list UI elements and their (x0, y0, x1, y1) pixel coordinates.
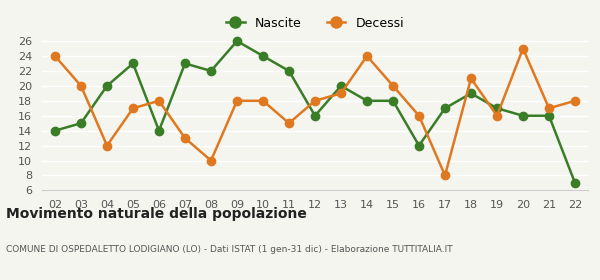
Decessi (77, 84, 85, 88)
Nascite (181, 62, 188, 65)
Nascite (155, 129, 163, 132)
Text: Movimento naturale della popolazione: Movimento naturale della popolazione (6, 207, 307, 221)
Nascite (52, 129, 59, 132)
Decessi (364, 54, 371, 58)
Decessi (233, 99, 241, 102)
Decessi (415, 114, 422, 117)
Decessi (311, 99, 319, 102)
Decessi (571, 99, 578, 102)
Decessi (208, 159, 215, 162)
Nascite (467, 92, 475, 95)
Decessi (442, 174, 449, 177)
Nascite (545, 114, 553, 117)
Nascite (233, 39, 241, 43)
Decessi (130, 107, 137, 110)
Decessi (286, 122, 293, 125)
Decessi (337, 92, 344, 95)
Decessi (493, 114, 500, 117)
Nascite (130, 62, 137, 65)
Nascite (493, 107, 500, 110)
Legend: Nascite, Decessi: Nascite, Decessi (221, 12, 409, 35)
Nascite (103, 84, 110, 88)
Decessi (103, 144, 110, 147)
Nascite (286, 69, 293, 73)
Nascite (77, 122, 85, 125)
Nascite (520, 114, 527, 117)
Nascite (389, 99, 397, 102)
Nascite (337, 84, 344, 88)
Nascite (415, 144, 422, 147)
Nascite (571, 181, 578, 185)
Nascite (442, 107, 449, 110)
Nascite (208, 69, 215, 73)
Nascite (311, 114, 319, 117)
Nascite (364, 99, 371, 102)
Decessi (467, 77, 475, 80)
Line: Decessi: Decessi (51, 44, 579, 180)
Nascite (259, 54, 266, 58)
Text: COMUNE DI OSPEDALETTO LODIGIANO (LO) - Dati ISTAT (1 gen-31 dic) - Elaborazione : COMUNE DI OSPEDALETTO LODIGIANO (LO) - D… (6, 245, 452, 254)
Decessi (155, 99, 163, 102)
Decessi (52, 54, 59, 58)
Decessi (520, 47, 527, 50)
Decessi (389, 84, 397, 88)
Decessi (181, 136, 188, 140)
Line: Nascite: Nascite (51, 37, 579, 187)
Decessi (545, 107, 553, 110)
Decessi (259, 99, 266, 102)
